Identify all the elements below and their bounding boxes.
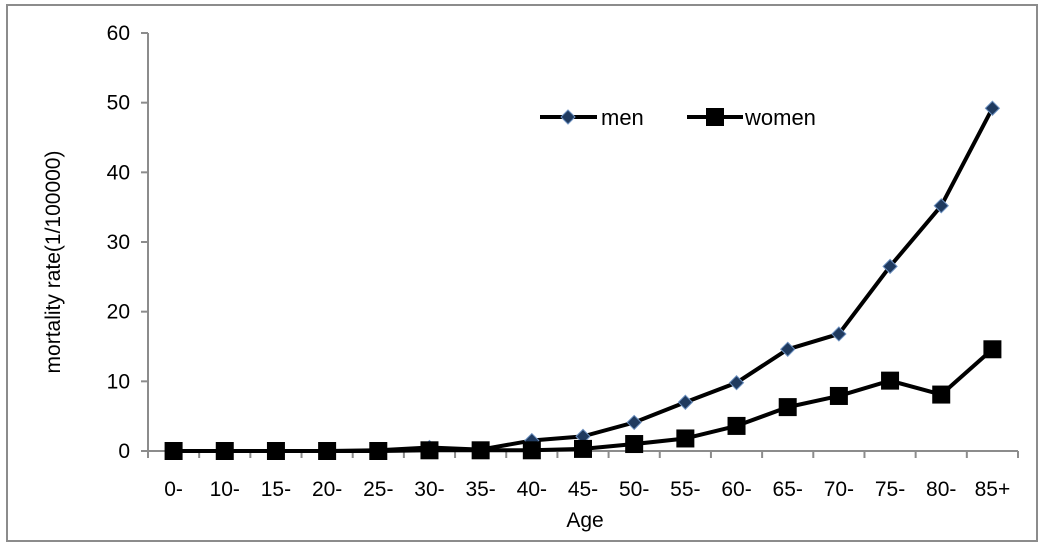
x-tick-label: 50- bbox=[619, 478, 649, 501]
y-tick-label: 10 bbox=[107, 370, 130, 393]
point-women bbox=[574, 439, 592, 458]
x-tick-label: 0- bbox=[164, 478, 183, 501]
legend-item-men: men bbox=[540, 105, 644, 130]
legend-men-label: men bbox=[601, 105, 644, 130]
x-tick-label: 75- bbox=[875, 478, 905, 501]
legend-item-women: women bbox=[687, 105, 816, 130]
point-men bbox=[831, 326, 847, 342]
point-women bbox=[318, 442, 337, 460]
y-tick-label: 0 bbox=[118, 440, 130, 463]
point-women bbox=[420, 441, 439, 460]
x-axis-title: Age bbox=[566, 509, 603, 532]
point-women bbox=[881, 371, 900, 390]
point-women bbox=[266, 442, 285, 460]
point-men bbox=[882, 258, 898, 275]
legend: men women bbox=[540, 105, 816, 130]
x-tick-label: 70- bbox=[824, 478, 854, 501]
y-tick-label: 60 bbox=[107, 22, 130, 45]
x-tick-label: 55- bbox=[670, 478, 700, 501]
y-ticks: 0 10 20 30 40 50 60 bbox=[107, 22, 148, 463]
point-women bbox=[932, 385, 951, 404]
x-tick-label: 60- bbox=[721, 478, 751, 501]
x-tick-label: 20- bbox=[312, 478, 342, 501]
y-tick-label: 50 bbox=[107, 92, 130, 115]
series-men bbox=[165, 100, 1001, 459]
y-tick-label: 20 bbox=[107, 301, 130, 324]
x-tick-label: 25- bbox=[363, 478, 393, 501]
point-men bbox=[933, 198, 949, 214]
point-women bbox=[983, 340, 1002, 359]
point-women bbox=[215, 442, 234, 460]
legend-women-label: women bbox=[744, 105, 816, 130]
x-ticks: 0- 10- 15- 20- 25- 30- 35- 40- 45- 50- 55- 60- 65- 70… bbox=[147, 451, 1019, 501]
x-tick-label: 15- bbox=[261, 478, 291, 501]
x-tick-label: 30- bbox=[414, 478, 444, 501]
y-tick-label: 30 bbox=[107, 231, 130, 254]
point-women bbox=[625, 435, 644, 454]
point-women bbox=[829, 386, 848, 405]
series-women bbox=[164, 340, 1002, 460]
x-tick-label: 40- bbox=[517, 478, 547, 501]
point-men bbox=[626, 414, 642, 431]
series-line-men bbox=[173, 107, 995, 453]
y-tick-label: 40 bbox=[107, 161, 130, 184]
point-women bbox=[778, 398, 797, 417]
legend-men-marker bbox=[560, 109, 576, 125]
point-men bbox=[677, 394, 694, 410]
point-women bbox=[522, 441, 541, 460]
point-men bbox=[984, 100, 1001, 116]
x-tick-label: 10- bbox=[210, 478, 240, 501]
point-women bbox=[164, 442, 183, 460]
point-women bbox=[369, 442, 388, 460]
point-men bbox=[779, 341, 796, 357]
legend-women-marker bbox=[706, 108, 724, 126]
y-axis-title: mortality rate(1/100000) bbox=[42, 151, 65, 374]
point-women bbox=[471, 441, 490, 460]
point-women bbox=[727, 416, 746, 435]
x-tick-label: 45- bbox=[568, 478, 598, 501]
x-tick-label: 85+ bbox=[975, 478, 1011, 501]
x-tick-label: 65- bbox=[773, 478, 803, 501]
x-tick-label: 80- bbox=[926, 478, 956, 501]
x-tick-label: 35- bbox=[465, 478, 495, 501]
series-layer bbox=[164, 100, 1002, 460]
point-women bbox=[676, 429, 695, 448]
point-men bbox=[728, 375, 745, 391]
